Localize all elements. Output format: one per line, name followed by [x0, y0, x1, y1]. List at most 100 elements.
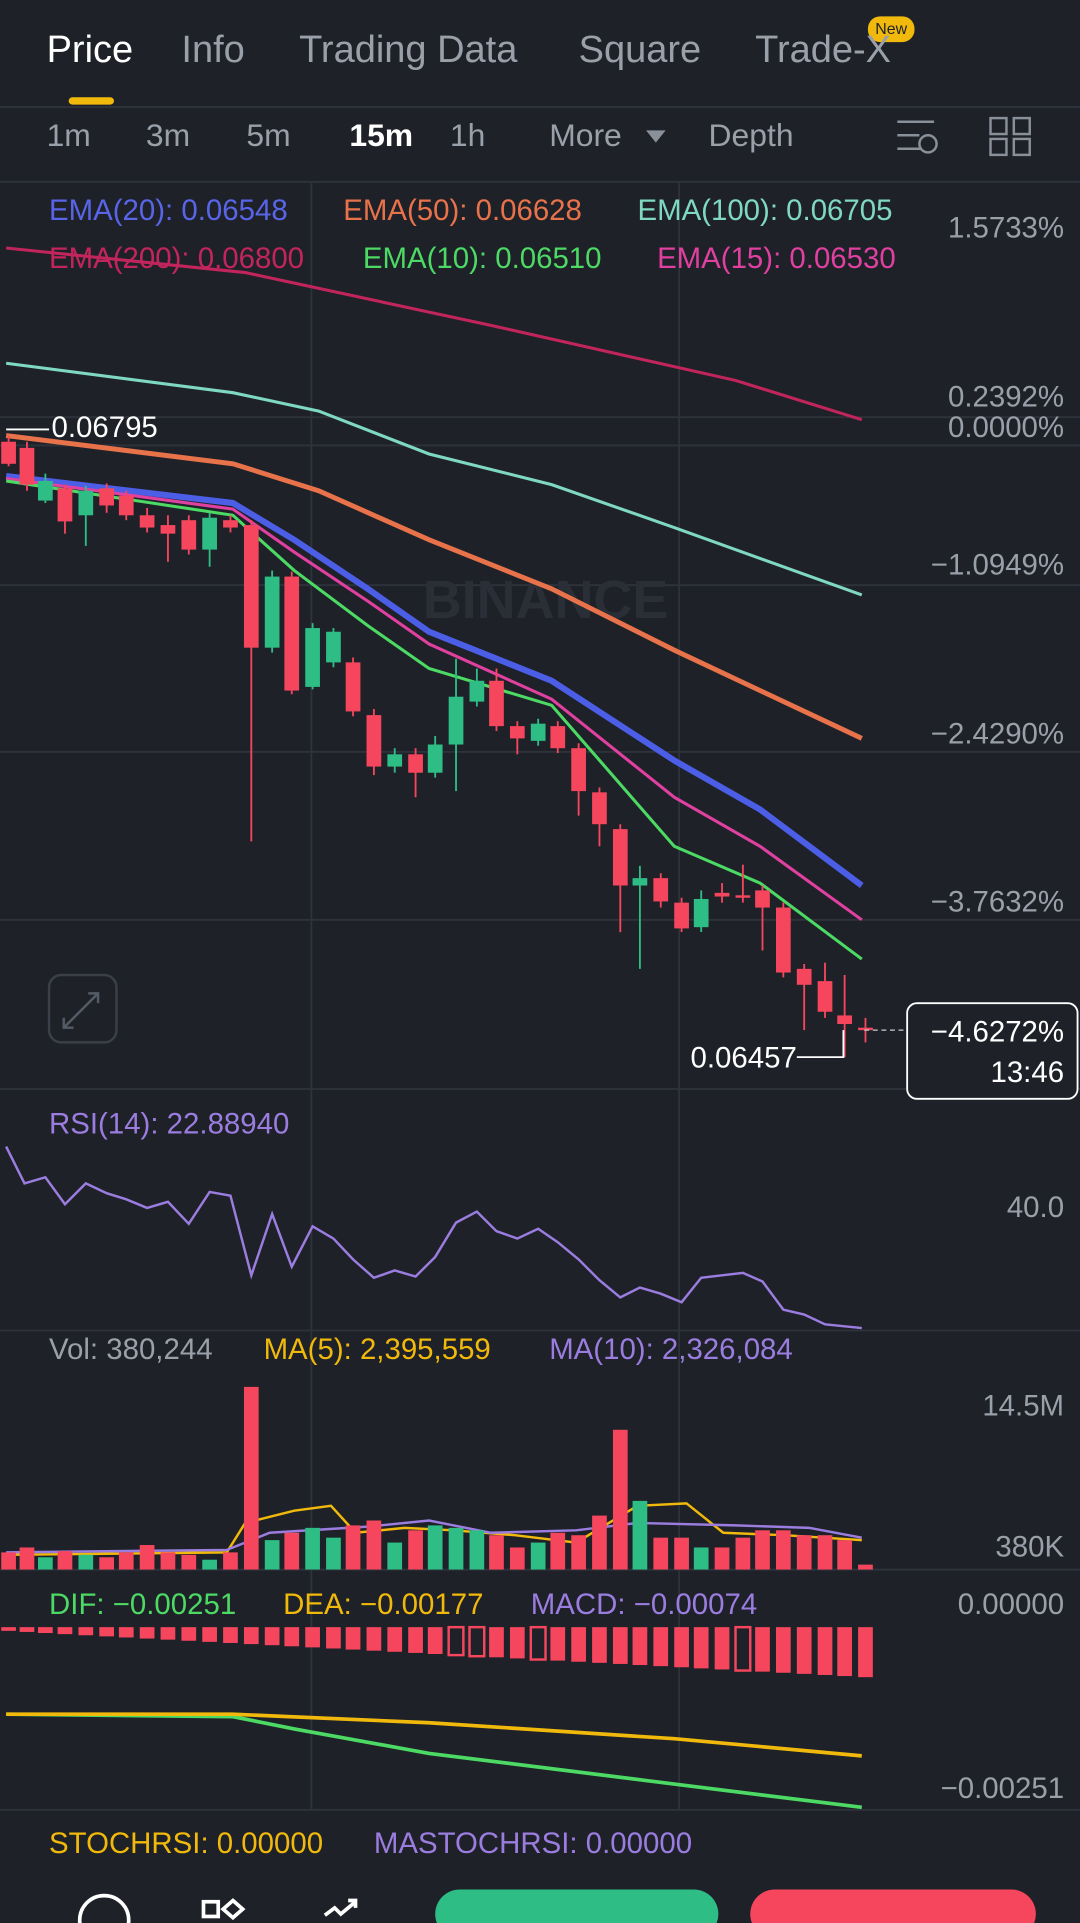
macd-bar: [592, 1627, 607, 1663]
volume-bar: [387, 1542, 403, 1570]
macd-bar: [817, 1627, 833, 1675]
candle-body: [427, 744, 443, 773]
high-label: 0.06795: [51, 411, 157, 444]
rsi-axis-label: 40.0: [1007, 1191, 1064, 1224]
macd-label: DEA: −0.00177: [283, 1588, 483, 1621]
tab[interactable]: Price: [47, 29, 134, 71]
volume-bar: [571, 1535, 586, 1570]
sell-button[interactable]: [750, 1889, 1036, 1923]
tab[interactable]: Trading Data: [299, 29, 518, 71]
macd-bar: [837, 1627, 852, 1677]
dea-line: [6, 1712, 862, 1758]
volume-bar: [509, 1547, 525, 1570]
interval-more[interactable]: More: [549, 117, 622, 153]
volume-bar: [99, 1557, 115, 1570]
price-axis-label: 0.2392%: [948, 381, 1064, 414]
interval[interactable]: 3m: [146, 117, 190, 153]
candle-body: [243, 525, 259, 648]
volume-bar: [817, 1535, 833, 1570]
macd-bar: [755, 1627, 770, 1672]
volume-bar: [305, 1527, 320, 1570]
candle-body: [674, 902, 689, 929]
macd-bar: [19, 1627, 35, 1632]
candles: [1, 435, 873, 1678]
low-pointer: [796, 1030, 845, 1059]
macd-bar: [387, 1627, 403, 1652]
macd-bar: [264, 1627, 280, 1646]
macd-bar: [99, 1627, 115, 1637]
volume-bar: [408, 1530, 423, 1570]
watermark: BINANCE: [423, 570, 669, 630]
candle-body: [387, 754, 403, 767]
candle-body: [571, 748, 586, 792]
candle-body: [139, 515, 155, 528]
volume-bar: [550, 1532, 566, 1570]
volume-bar: [38, 1557, 53, 1570]
stochrsi-label: STOCHRSI: 0.00000: [49, 1827, 323, 1860]
candle-body: [653, 878, 669, 902]
volume-axis-label: 14.5M: [982, 1389, 1064, 1422]
current-price-box: [906, 1002, 1079, 1100]
macd-bar: [674, 1627, 689, 1668]
volume-bar: [448, 1527, 464, 1570]
buy-button[interactable]: [435, 1889, 719, 1923]
toolbar-icons: [897, 116, 1031, 157]
tab[interactable]: Square: [579, 29, 702, 71]
volume-bar: [693, 1547, 709, 1570]
macd-axis-label: −0.00251: [941, 1772, 1064, 1805]
volume-bar: [78, 1554, 94, 1570]
ema20-line: [5, 473, 864, 888]
candle-body: [1, 441, 16, 464]
candle-body: [181, 520, 197, 550]
ema-label: EMA(100): 0.06705: [637, 194, 892, 227]
tab[interactable]: Info: [181, 29, 244, 71]
candle-body: [693, 898, 709, 928]
fullscreen-button[interactable]: [47, 973, 118, 1044]
interval[interactable]: 15m: [349, 117, 413, 153]
candle-body: [408, 754, 423, 773]
dropdown-icon: [646, 130, 666, 143]
macd-bar: [78, 1627, 94, 1636]
volume-bar: [653, 1537, 669, 1570]
price-axis-label: −2.4290%: [931, 718, 1064, 751]
interval[interactable]: 5m: [246, 117, 290, 153]
depth-tab[interactable]: Depth: [709, 117, 794, 153]
macd-bar: [160, 1627, 176, 1640]
candle-body: [366, 715, 382, 767]
macd-bar: [489, 1627, 504, 1658]
volume-bar: [366, 1520, 382, 1570]
macd-bar: [447, 1625, 465, 1657]
volume-bar: [489, 1535, 504, 1570]
fullscreen-icon: [62, 992, 100, 1029]
macd-bar: [118, 1627, 134, 1638]
candle-body: [714, 892, 730, 897]
candle-body: [19, 447, 35, 485]
macd-bar: [57, 1627, 73, 1635]
volume-bar: [592, 1515, 607, 1570]
candle-body: [592, 792, 607, 825]
candle-body: [509, 726, 525, 739]
candle-body: [160, 525, 176, 534]
badge-text: New: [875, 21, 907, 38]
interval[interactable]: 1m: [47, 117, 91, 153]
volume-bar: [223, 1552, 238, 1570]
candle-body: [469, 680, 485, 702]
macd-bar: [408, 1627, 423, 1653]
volume-bar: [755, 1530, 770, 1570]
tab[interactable]: Trade-X: [755, 29, 891, 71]
macd-bar: [223, 1627, 238, 1643]
candle-body: [38, 480, 53, 501]
macd-bar: [427, 1627, 443, 1654]
candle-body: [530, 723, 546, 741]
interval[interactable]: 1h: [450, 117, 485, 153]
macd-label: DIF: −0.00251: [49, 1588, 236, 1621]
macd-bar: [734, 1625, 752, 1672]
candle-body: [305, 628, 320, 687]
volume-bar: [345, 1525, 361, 1570]
volume-bar: [243, 1386, 259, 1570]
volume-bar: [284, 1532, 300, 1570]
candle-body: [345, 662, 361, 712]
macd-bar: [550, 1627, 566, 1661]
volume-bar: [326, 1537, 341, 1570]
